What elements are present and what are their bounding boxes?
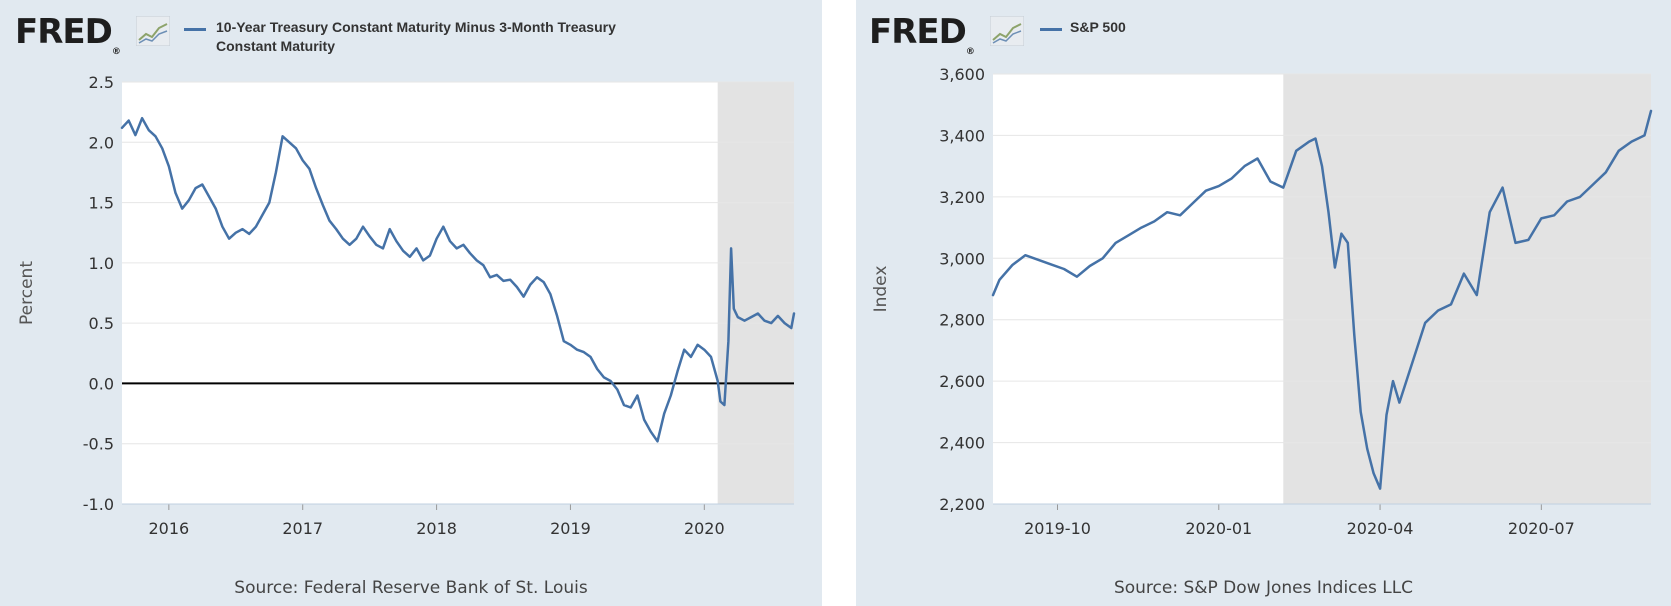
x-tick-label: 2020 <box>684 519 725 538</box>
source-note: Source: S&P Dow Jones Indices LLC <box>1113 578 1414 598</box>
legend-line-1: 10-Year Treasury Constant Maturity Minus… <box>216 19 616 35</box>
y-tick-label: 2.0 <box>89 133 114 152</box>
x-tick-label: 2016 <box>148 519 189 538</box>
x-tick-label: 2019 <box>550 519 591 538</box>
y-tick-label: 3,000 <box>939 249 985 268</box>
x-tick-label: 2017 <box>282 519 323 538</box>
fred-graph-icon <box>990 16 1024 46</box>
y-tick-label: 2,600 <box>939 372 985 391</box>
right-chart-panel: FRED® S&P 500 3,600 3,400 3,200 3,000 2,800 2… <box>856 0 1671 606</box>
x-tick-label: 2019-10 <box>1024 519 1091 538</box>
fred-graph-icon <box>136 16 170 46</box>
series-line <box>120 116 796 443</box>
x-tick-label: 2020-04 <box>1347 519 1414 538</box>
yield-spread-chart: 2.5 2.0 1.5 1.0 0.5 0.0 -0.5 -1.0 2016 2017 2018 20… <box>17 73 796 538</box>
sp500-chart: 3,600 3,400 3,200 3,000 2,800 2,600 2,400 2,200… <box>871 65 1653 538</box>
legend-swatch <box>184 28 206 31</box>
fred-logo: FRED® <box>869 12 975 57</box>
fred-logo-text: FRED <box>869 12 967 52</box>
recession-shading <box>1283 74 1651 504</box>
x-tick-label: 2020-07 <box>1508 519 1575 538</box>
y-tick-label: 2,800 <box>939 311 985 330</box>
x-tick-label: 2020-01 <box>1185 519 1252 538</box>
plot-area <box>122 82 794 504</box>
x-tick-label: 2018 <box>416 519 457 538</box>
y-tick-label: 2,400 <box>939 434 985 453</box>
y-axis-label: Percent <box>17 261 37 325</box>
left-chart-panel: FRED® 10-Year Treasury Constant Maturity… <box>0 0 822 606</box>
y-tick-label: 1.5 <box>89 194 114 213</box>
y-tick-label: 0.5 <box>89 314 114 333</box>
series-line <box>991 109 1653 490</box>
y-tick-label: -1.0 <box>83 495 114 514</box>
y-tick-label: 3,400 <box>939 126 985 145</box>
y-tick-label: 2,200 <box>939 495 985 514</box>
source-note: Source: Federal Reserve Bank of St. Loui… <box>234 578 588 598</box>
y-tick-label: 2.5 <box>89 73 114 92</box>
y-tick-label: -0.5 <box>83 435 114 454</box>
legend-label: S&P 500 <box>1070 19 1126 35</box>
y-axis-label: Index <box>871 266 891 313</box>
y-tick-label: 3,200 <box>939 188 985 207</box>
y-tick-label: 3,600 <box>939 65 985 84</box>
y-tick-label: 0.0 <box>89 374 114 393</box>
y-tick-label: 1.0 <box>89 254 114 273</box>
fred-logo: FRED® <box>15 12 121 57</box>
legend-label: 10-Year Treasury Constant Maturity Minus… <box>216 18 616 56</box>
legend-swatch <box>1040 28 1062 31</box>
legend-line-2: Constant Maturity <box>216 38 335 54</box>
fred-logo-text: FRED <box>15 12 113 52</box>
